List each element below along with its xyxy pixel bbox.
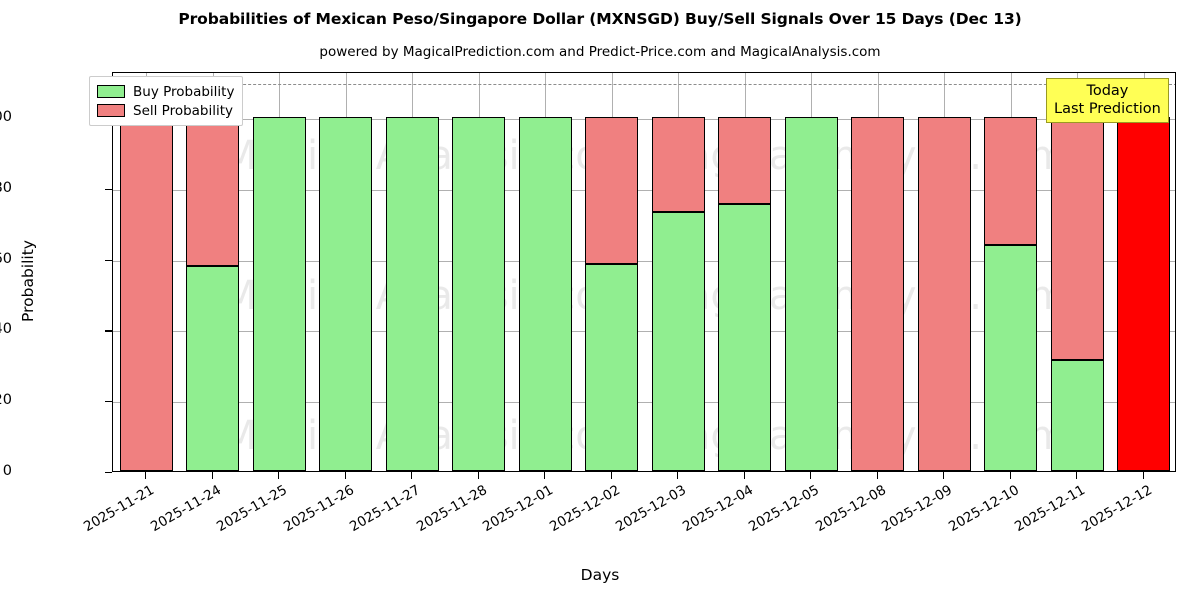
legend-item[interactable]: Sell Probability	[97, 101, 234, 120]
x-axis-tick-mark	[278, 472, 280, 479]
x-axis-tick-mark	[344, 472, 346, 479]
x-axis-tick-mark	[544, 472, 546, 479]
x-axis-label: Days	[580, 566, 620, 584]
bar-group[interactable]	[1117, 73, 1171, 471]
plot-inner: MagicalAnalysis.com MagicalAnalysis.com M…	[113, 73, 1175, 471]
bar-group[interactable]	[186, 73, 240, 471]
bar-segment-buy	[452, 117, 506, 471]
bar-segment-buy	[319, 117, 373, 471]
bar-group[interactable]	[585, 73, 639, 471]
legend-item[interactable]: Buy Probability	[97, 82, 234, 101]
chart-legend: Buy Probability Sell Probability	[89, 76, 244, 126]
gridline-horizontal	[113, 119, 1175, 121]
bar-segment-buy	[651, 212, 705, 471]
y-axis-tick-label: 100	[0, 109, 12, 126]
bar-group[interactable]	[718, 73, 772, 471]
bar-segment-sell	[585, 117, 639, 264]
bar-segment-sell	[851, 117, 905, 471]
x-axis-tick-mark	[743, 472, 745, 479]
legend-swatch-icon	[97, 104, 125, 117]
bar-segment-sell	[917, 117, 971, 471]
x-axis-tick-mark	[1142, 472, 1144, 479]
bar-group[interactable]	[984, 73, 1038, 471]
y-axis-tick-mark	[105, 401, 112, 403]
bar-group[interactable]	[917, 73, 971, 471]
bar-segment-sell	[718, 117, 772, 204]
bar-segment-buy	[186, 266, 240, 471]
y-axis-tick-mark	[105, 188, 112, 190]
y-axis-label: Probability	[19, 240, 37, 322]
bar-group[interactable]	[651, 73, 705, 471]
x-axis-tick-mark	[876, 472, 878, 479]
bar-group[interactable]	[119, 73, 173, 471]
gridline-horizontal	[113, 402, 1175, 404]
bar-group[interactable]	[518, 73, 572, 471]
gridline-horizontal	[113, 189, 1175, 191]
x-axis-tick-mark	[477, 472, 479, 479]
bar-segment-buy	[252, 117, 306, 471]
plot-area: MagicalAnalysis.com MagicalAnalysis.com M…	[112, 72, 1176, 472]
y-axis-tick-label: 60	[0, 250, 12, 267]
bar-group[interactable]	[319, 73, 373, 471]
bar-segment-buy	[585, 263, 639, 471]
bar-segment-today	[1117, 117, 1171, 471]
y-axis-tick-label: 20	[0, 392, 12, 409]
y-axis-tick-label: 80	[0, 179, 12, 196]
y-axis-tick-mark	[105, 259, 112, 261]
bar-group[interactable]	[851, 73, 905, 471]
bar-group[interactable]	[784, 73, 838, 471]
bar-group[interactable]	[1050, 73, 1104, 471]
chart-subtitle: powered by MagicalPrediction.com and Pre…	[319, 44, 881, 60]
bar-group[interactable]	[452, 73, 506, 471]
x-axis-tick-mark	[810, 472, 812, 479]
x-axis-tick-mark	[211, 472, 213, 479]
bar-segment-buy	[718, 203, 772, 471]
bar-segment-sell	[984, 117, 1038, 246]
x-axis-tick-mark	[145, 472, 147, 479]
x-axis-tick-mark	[610, 472, 612, 479]
chart-title: Probabilities of Mexican Peso/Singapore …	[178, 10, 1022, 28]
bar-segment-buy	[518, 117, 572, 471]
y-axis-tick-mark	[105, 472, 112, 474]
y-axis-tick-label: 40	[0, 321, 12, 338]
x-axis-tick-mark	[1009, 472, 1011, 479]
today-label-line2: Last Prediction	[1054, 101, 1161, 117]
bar-group[interactable]	[252, 73, 306, 471]
today-label-line1: Today	[1086, 83, 1129, 99]
reference-dashed-line	[113, 83, 1175, 85]
bar-segment-buy	[385, 117, 439, 471]
bar-segment-sell	[119, 117, 173, 471]
legend-item-label: Sell Probability	[133, 102, 234, 119]
bar-segment-sell	[186, 117, 240, 267]
legend-item-label: Buy Probability	[133, 83, 235, 100]
bar-group[interactable]	[385, 73, 439, 471]
legend-swatch-icon	[97, 85, 125, 98]
y-axis-tick-label: 0	[2, 463, 12, 479]
bar-segment-buy	[1050, 360, 1104, 471]
x-axis-tick-mark	[943, 472, 945, 479]
gridline-horizontal	[113, 260, 1175, 262]
gridline-horizontal	[113, 331, 1175, 333]
bar-segment-sell	[651, 117, 705, 213]
x-axis-tick-mark	[1076, 472, 1078, 479]
today-annotation-box: Today Last Prediction	[1046, 78, 1169, 123]
bar-segment-buy	[784, 117, 838, 471]
bar-segment-sell	[1050, 117, 1104, 361]
x-axis-tick-mark	[411, 472, 413, 479]
bar-segment-buy	[984, 245, 1038, 471]
x-axis-tick-mark	[677, 472, 679, 479]
y-axis-tick-mark	[105, 330, 112, 332]
